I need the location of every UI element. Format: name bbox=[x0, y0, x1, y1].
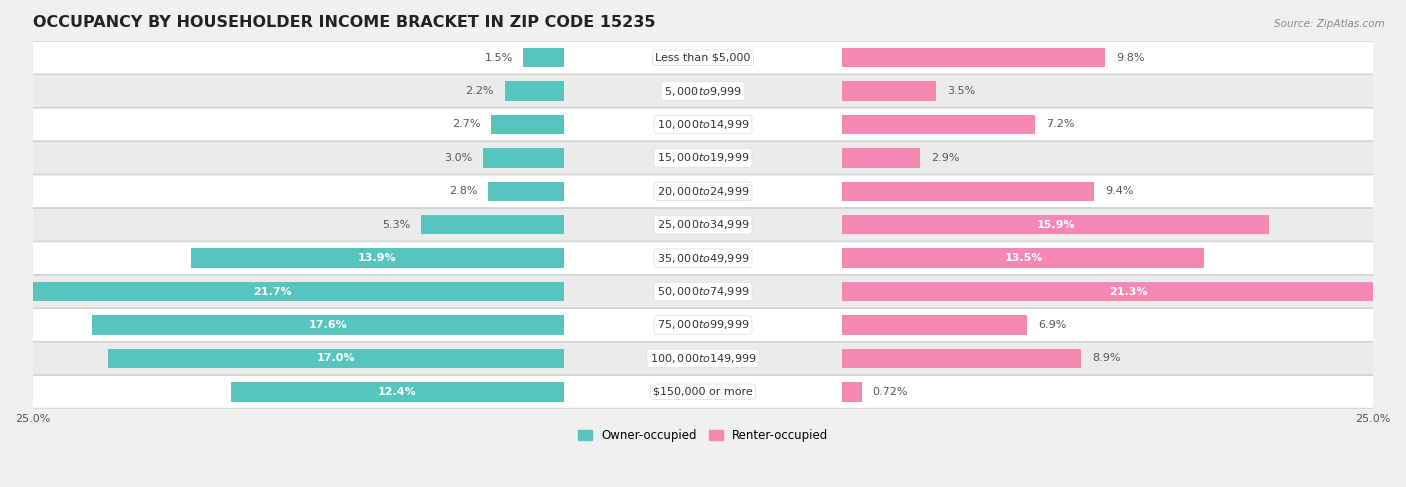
Text: Source: ZipAtlas.com: Source: ZipAtlas.com bbox=[1274, 19, 1385, 30]
FancyBboxPatch shape bbox=[25, 208, 1381, 241]
FancyBboxPatch shape bbox=[25, 275, 1381, 308]
Text: 7.2%: 7.2% bbox=[1046, 119, 1074, 130]
Text: $100,000 to $149,999: $100,000 to $149,999 bbox=[650, 352, 756, 365]
Text: 2.7%: 2.7% bbox=[451, 119, 481, 130]
Text: 5.3%: 5.3% bbox=[382, 220, 411, 230]
Bar bbox=[842, 115, 1035, 134]
Bar bbox=[842, 349, 1081, 368]
Text: 12.4%: 12.4% bbox=[378, 387, 416, 397]
Text: 21.7%: 21.7% bbox=[253, 286, 292, 297]
Bar bbox=[491, 115, 564, 134]
Bar bbox=[523, 48, 564, 67]
Text: 0.72%: 0.72% bbox=[873, 387, 908, 397]
Text: 17.0%: 17.0% bbox=[316, 354, 354, 363]
Text: Less than $5,000: Less than $5,000 bbox=[655, 53, 751, 63]
Text: 8.9%: 8.9% bbox=[1092, 354, 1121, 363]
Text: 9.8%: 9.8% bbox=[1116, 53, 1144, 63]
Bar bbox=[191, 248, 564, 268]
Text: 9.4%: 9.4% bbox=[1105, 187, 1133, 196]
Bar bbox=[488, 182, 564, 201]
Bar bbox=[842, 282, 1406, 301]
Text: 3.5%: 3.5% bbox=[948, 86, 976, 96]
Bar bbox=[842, 148, 920, 168]
Bar bbox=[842, 382, 862, 402]
FancyBboxPatch shape bbox=[25, 309, 1381, 341]
FancyBboxPatch shape bbox=[25, 108, 1381, 141]
Text: 17.6%: 17.6% bbox=[308, 320, 347, 330]
Bar bbox=[842, 182, 1094, 201]
Text: $25,000 to $34,999: $25,000 to $34,999 bbox=[657, 218, 749, 231]
FancyBboxPatch shape bbox=[25, 142, 1381, 174]
Bar bbox=[108, 349, 564, 368]
Text: 2.2%: 2.2% bbox=[465, 86, 494, 96]
Bar bbox=[842, 215, 1268, 234]
Text: 15.9%: 15.9% bbox=[1036, 220, 1076, 230]
Text: $150,000 or more: $150,000 or more bbox=[654, 387, 752, 397]
Text: $15,000 to $19,999: $15,000 to $19,999 bbox=[657, 151, 749, 165]
Text: $75,000 to $99,999: $75,000 to $99,999 bbox=[657, 318, 749, 332]
Text: 13.5%: 13.5% bbox=[1004, 253, 1043, 263]
Bar bbox=[842, 315, 1028, 335]
FancyBboxPatch shape bbox=[25, 41, 1381, 74]
Bar bbox=[484, 148, 564, 168]
Bar bbox=[842, 248, 1205, 268]
Bar bbox=[0, 282, 564, 301]
FancyBboxPatch shape bbox=[25, 75, 1381, 108]
FancyBboxPatch shape bbox=[25, 375, 1381, 408]
Bar bbox=[422, 215, 564, 234]
Text: 21.3%: 21.3% bbox=[1109, 286, 1147, 297]
Text: 3.0%: 3.0% bbox=[444, 153, 472, 163]
Text: $20,000 to $24,999: $20,000 to $24,999 bbox=[657, 185, 749, 198]
Text: 1.5%: 1.5% bbox=[485, 53, 513, 63]
FancyBboxPatch shape bbox=[25, 342, 1381, 375]
Bar bbox=[842, 48, 1105, 67]
Bar bbox=[91, 315, 564, 335]
Text: 6.9%: 6.9% bbox=[1038, 320, 1067, 330]
Bar bbox=[505, 81, 564, 101]
Text: OCCUPANCY BY HOUSEHOLDER INCOME BRACKET IN ZIP CODE 15235: OCCUPANCY BY HOUSEHOLDER INCOME BRACKET … bbox=[32, 15, 655, 30]
Bar bbox=[231, 382, 564, 402]
Text: 2.8%: 2.8% bbox=[450, 187, 478, 196]
Text: $10,000 to $14,999: $10,000 to $14,999 bbox=[657, 118, 749, 131]
Bar bbox=[842, 81, 936, 101]
Text: $5,000 to $9,999: $5,000 to $9,999 bbox=[664, 85, 742, 97]
FancyBboxPatch shape bbox=[25, 175, 1381, 207]
Text: $35,000 to $49,999: $35,000 to $49,999 bbox=[657, 252, 749, 264]
Legend: Owner-occupied, Renter-occupied: Owner-occupied, Renter-occupied bbox=[572, 424, 834, 447]
Text: 13.9%: 13.9% bbox=[359, 253, 396, 263]
Text: $50,000 to $74,999: $50,000 to $74,999 bbox=[657, 285, 749, 298]
FancyBboxPatch shape bbox=[25, 242, 1381, 275]
Text: 2.9%: 2.9% bbox=[931, 153, 959, 163]
